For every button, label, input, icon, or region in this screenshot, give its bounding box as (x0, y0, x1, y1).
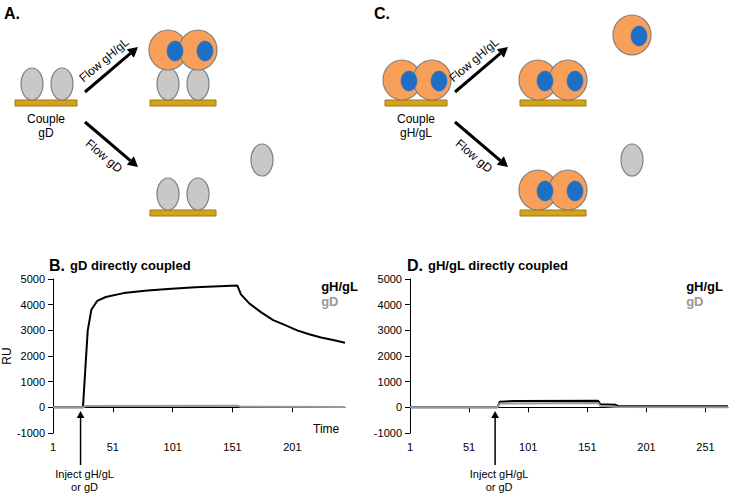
svg-text:Flow gH/gL: Flow gH/gL (446, 35, 502, 85)
svg-text:201: 201 (637, 441, 655, 453)
svg-text:gD: gD (686, 294, 703, 309)
svg-text:0: 0 (39, 401, 45, 413)
svg-text:51: 51 (463, 441, 475, 453)
svg-text:1: 1 (407, 441, 413, 453)
svg-text:4000: 4000 (378, 299, 402, 311)
svg-text:gH/gL: gH/gL (321, 279, 358, 294)
svg-text:gD directly coupled: gD directly coupled (70, 258, 191, 273)
svg-text:gD: gD (38, 126, 54, 140)
svg-text:-1000: -1000 (374, 427, 402, 439)
svg-text:or gD: or gD (486, 481, 513, 493)
svg-text:3000: 3000 (378, 324, 402, 336)
svg-text:gH/gL directly coupled: gH/gL directly coupled (428, 258, 568, 273)
svg-text:2000: 2000 (378, 350, 402, 362)
svg-text:RU: RU (0, 347, 14, 364)
svg-text:201: 201 (283, 441, 301, 453)
svg-text:101: 101 (164, 441, 182, 453)
svg-text:Flow gD: Flow gD (83, 136, 126, 175)
svg-text:4000: 4000 (21, 299, 45, 311)
svg-text:101: 101 (519, 441, 537, 453)
svg-text:Flow gD: Flow gD (453, 136, 496, 175)
svg-text:B.: B. (49, 257, 65, 274)
svg-text:gD: gD (321, 294, 338, 309)
svg-text:C.: C. (374, 5, 390, 22)
svg-text:Couple: Couple (397, 112, 435, 126)
svg-text:Couple: Couple (27, 112, 65, 126)
svg-text:A.: A. (4, 5, 20, 22)
svg-text:151: 151 (223, 441, 241, 453)
svg-text:Inject gH/gL: Inject gH/gL (470, 468, 529, 480)
svg-text:5000: 5000 (378, 273, 402, 285)
svg-text:gH/gL: gH/gL (686, 279, 723, 294)
svg-text:51: 51 (107, 441, 119, 453)
svg-text:-1000: -1000 (17, 427, 45, 439)
svg-text:251: 251 (696, 441, 714, 453)
svg-text:Inject gH/gL: Inject gH/gL (55, 468, 114, 480)
svg-text:151: 151 (578, 441, 596, 453)
svg-text:1: 1 (50, 441, 56, 453)
svg-text:5000: 5000 (21, 273, 45, 285)
svg-text:1000: 1000 (21, 376, 45, 388)
svg-text:Flow gH/gL: Flow gH/gL (76, 35, 132, 85)
svg-text:2000: 2000 (21, 350, 45, 362)
svg-text:or gD: or gD (71, 481, 98, 493)
svg-text:3000: 3000 (21, 324, 45, 336)
svg-text:gH/gL: gH/gL (400, 126, 432, 140)
svg-text:1000: 1000 (378, 376, 402, 388)
svg-text:0: 0 (396, 401, 402, 413)
svg-text:D.: D. (407, 257, 423, 274)
svg-text:Time: Time (313, 422, 340, 436)
